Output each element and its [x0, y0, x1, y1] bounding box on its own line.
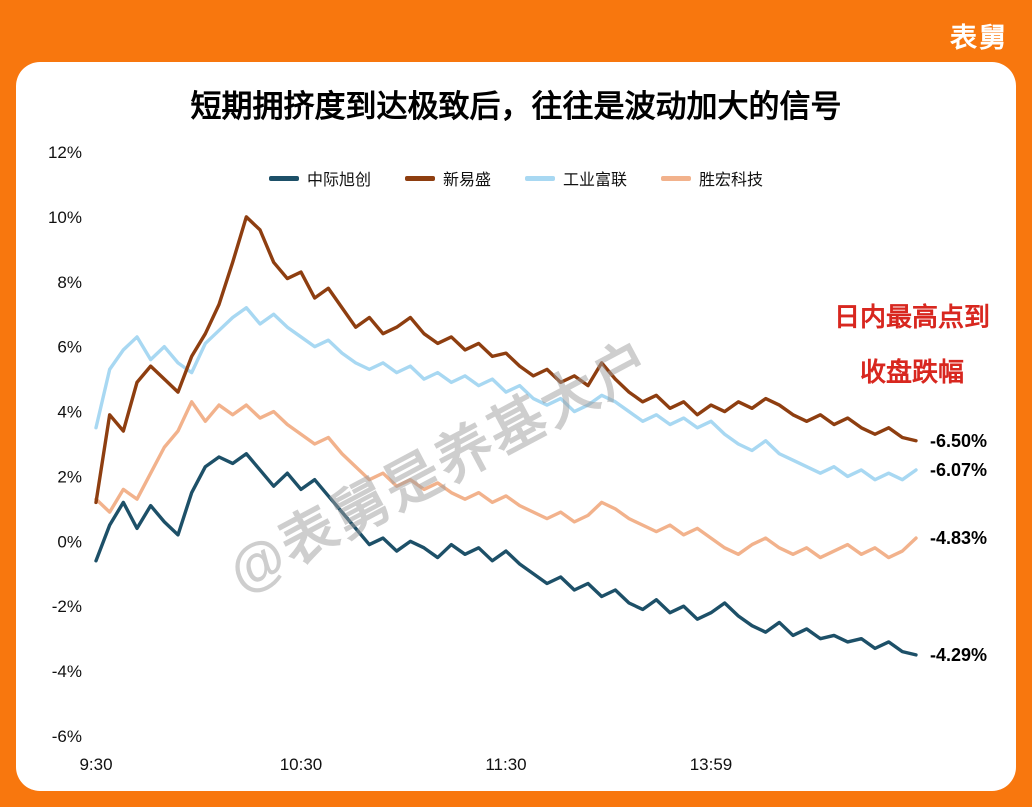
chart-title: 短期拥挤度到达极致后，往往是波动加大的信号 [190, 89, 842, 124]
series-end-label: -6.07% [930, 460, 987, 480]
legend-swatch-icon [404, 175, 435, 181]
legend-item-工业富联: 工业富联 [525, 166, 627, 190]
legend-item-新易盛: 新易盛 [404, 166, 491, 190]
x-axis-label: 13:59 [690, 755, 733, 774]
y-axis-label: 12% [48, 143, 82, 162]
series-line-中际旭创 [94, 452, 918, 657]
y-axis-label: 4% [57, 403, 82, 422]
chart-card: 短期拥挤度到达极致后，往往是波动加大的信号 12% 10% 8% 6% 4% 2% 0% -2… [16, 62, 1016, 791]
chart-area: 12% 10% 8% 6% 4% 2% 0% -2% -4% -6% 9:30 10:30 11:30 1… [16, 132, 1016, 791]
series-line-工业富联 [94, 306, 918, 482]
chart-svg: 12% 10% 8% 6% 4% 2% 0% -2% -4% -6% 9:30 10:30 11:30 1… [48, 143, 987, 774]
legend-swatch-icon [525, 175, 555, 181]
y-axis-label: 6% [57, 338, 82, 357]
y-axis-label: 8% [57, 273, 82, 292]
x-axis-label: 9:30 [79, 755, 112, 774]
series-end-label: -4.29% [930, 645, 987, 665]
brand-logo: 表舅 [950, 23, 1008, 53]
legend-label: 胜宏科技 [699, 172, 764, 189]
legend-swatch-icon [268, 175, 299, 181]
legend-label: 新易盛 [442, 172, 491, 189]
annotation-line2: 收盘跌幅 [859, 356, 964, 387]
chart-legend: 中际旭创 新易盛 工业富联 胜宏科技 [16, 166, 1016, 190]
y-axis-label: 0% [57, 532, 82, 551]
legend-swatch-icon [661, 175, 692, 181]
annotation-line1: 日内最高点到 [833, 302, 990, 332]
legend-item-中际旭创: 中际旭创 [268, 166, 371, 190]
y-axis-label: -4% [52, 662, 82, 681]
y-axis-label: 2% [57, 467, 82, 486]
series-end-label: -6.50% [930, 431, 987, 451]
x-axis-label: 11:30 [485, 755, 526, 774]
y-axis-label: -6% [52, 727, 82, 746]
y-axis-label: 10% [48, 208, 82, 227]
legend-item-胜宏科技: 胜宏科技 [661, 166, 763, 190]
annotation-high-to-close: 日内最高点到 收盘跌幅 [834, 290, 990, 399]
legend-label: 中际旭创 [306, 172, 371, 189]
series-line-新易盛 [94, 215, 918, 505]
legend-label: 工业富联 [563, 172, 628, 189]
x-axis-label: 10:30 [280, 755, 323, 774]
series-end-label: -4.83% [930, 528, 987, 548]
series-line-胜宏科技 [94, 400, 918, 560]
y-axis-label: -2% [52, 597, 82, 616]
